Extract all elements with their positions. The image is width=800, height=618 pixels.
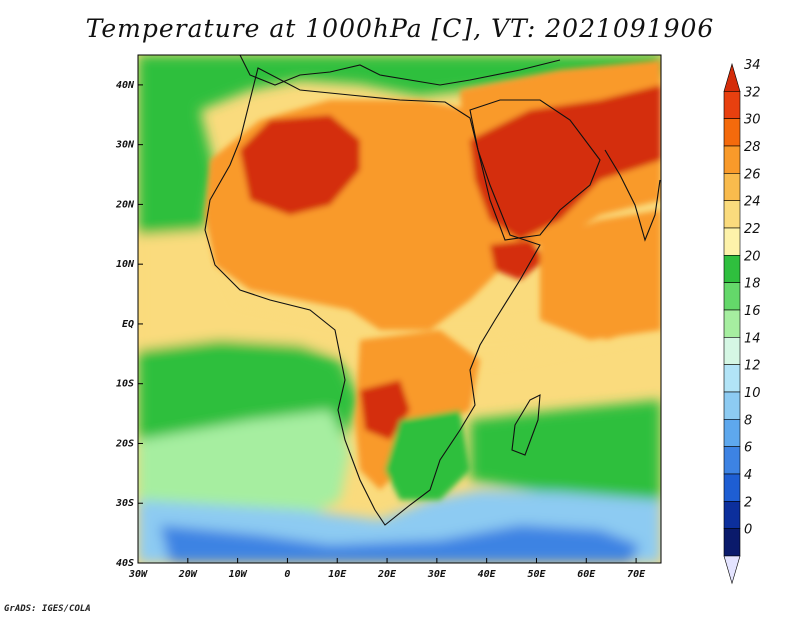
lon-tick-label: 20E: [377, 569, 397, 580]
lat-tick-label: 20S: [115, 438, 134, 449]
colorbar-label: 2: [744, 495, 752, 510]
lat-tick-label: 30S: [115, 498, 134, 509]
colorbar-underflow-swatch: [723, 555, 741, 585]
colorbar-label: 8: [744, 413, 752, 428]
europe-coastline: [239, 55, 561, 86]
map-frame: [137, 54, 662, 564]
colorbar-swatch: [723, 173, 741, 201]
colorbar-label: 30: [744, 113, 761, 128]
arabia-coastline: [469, 99, 601, 241]
lon-tick-label: 40E: [478, 569, 497, 580]
lat-tick-label: 10N: [116, 259, 135, 270]
lon-tick-label: 20W: [178, 569, 198, 580]
zone-kalahari-hot: [360, 380, 410, 440]
lon-tick-label: 10W: [229, 569, 248, 580]
colorbar-swatch: [723, 501, 741, 529]
chart-title: Temperature at 1000hPa [C], VT: 20210919…: [85, 14, 715, 43]
zone-tropical-yellow: [138, 230, 661, 360]
colorbar-swatch: [723, 255, 741, 283]
zone-sahara-hot: [240, 115, 360, 215]
colorbar-label: 26: [744, 167, 761, 182]
colorbar-label: 14: [744, 331, 761, 346]
colorbar-label: 24: [744, 195, 761, 210]
colorbar-swatch: [723, 473, 741, 502]
lon-tick-label: 0: [284, 569, 290, 580]
colorbar-swatch: [723, 364, 741, 393]
colorbar-swatch: [723, 309, 741, 338]
colorbar-label: 6: [744, 441, 752, 456]
lat-tick-label: 10S: [116, 379, 134, 390]
lon-tick-label: 10E: [328, 569, 347, 580]
colorbar-swatch: [723, 528, 741, 557]
zone-south-atlantic-cyan: [138, 410, 350, 520]
colorbar-swatch: [723, 419, 741, 447]
colorbar-label: 32: [744, 85, 761, 100]
zone-southern-deep-blue: [160, 525, 640, 563]
colorbar-swatch: [723, 337, 741, 365]
colorbar-label: 20: [744, 249, 761, 264]
colorbar-swatch: [723, 145, 741, 174]
lon-axis: 30W 20W 10W 0 10E 20E 30E 40E 50E 60E 70E: [128, 558, 646, 580]
colorbar-label: 0: [744, 523, 752, 538]
colorbar-swatch: [723, 446, 741, 475]
colorbar-label: 22: [744, 222, 761, 237]
india-coastline: [604, 149, 661, 242]
colorbar-label: 34: [744, 58, 761, 73]
lon-tick-label: 30E: [427, 569, 447, 580]
lat-tick-label: 20N: [115, 199, 135, 210]
zone-indian-green: [470, 400, 661, 500]
colorbar-label: 18: [744, 277, 761, 292]
lat-tick-label: 40S: [116, 558, 134, 569]
colorbar-label: 10: [744, 386, 761, 401]
colorbar-swatch: [723, 282, 741, 311]
colorbar-label: 16: [744, 304, 761, 319]
lon-tick-label: 60E: [577, 569, 596, 580]
lon-tick-label: 30W: [128, 569, 148, 580]
temperature-field: [138, 55, 661, 563]
lon-tick-label: 50E: [527, 569, 546, 580]
colorbar-swatch: [723, 200, 741, 229]
colorbar-swatch: [723, 62, 741, 92]
lat-tick-label: 40N: [116, 80, 135, 91]
madagascar-coastline: [511, 394, 541, 456]
zone-indian-ocean-orange: [595, 295, 640, 340]
colorbar-swatch: [723, 391, 741, 420]
colorbar-swatch: [723, 118, 741, 147]
colorbar-label: 28: [744, 140, 761, 155]
colorbar-swatch: [723, 227, 741, 256]
coastlines: [204, 55, 661, 526]
zone-southeast-africa-green: [385, 410, 470, 500]
colorbar-label: 12: [744, 359, 761, 374]
lon-tick-label: 70E: [627, 569, 646, 580]
zone-atlantic-green: [138, 110, 215, 240]
zone-southern-africa-warm: [355, 330, 480, 490]
colorbar-swatch: [723, 91, 741, 119]
zone-horn-hot: [490, 240, 545, 280]
zone-arabia-hot: [470, 85, 661, 240]
lat-tick-label: EQ: [122, 319, 134, 330]
lat-tick-label: 30N: [115, 140, 135, 151]
colorbar-label: 4: [744, 468, 752, 483]
lat-axis: 40N 30N 20N 10N EQ 10S 20S 30S 40S: [115, 80, 143, 569]
credit-label: GrADS: IGES/COLA: [4, 604, 91, 614]
